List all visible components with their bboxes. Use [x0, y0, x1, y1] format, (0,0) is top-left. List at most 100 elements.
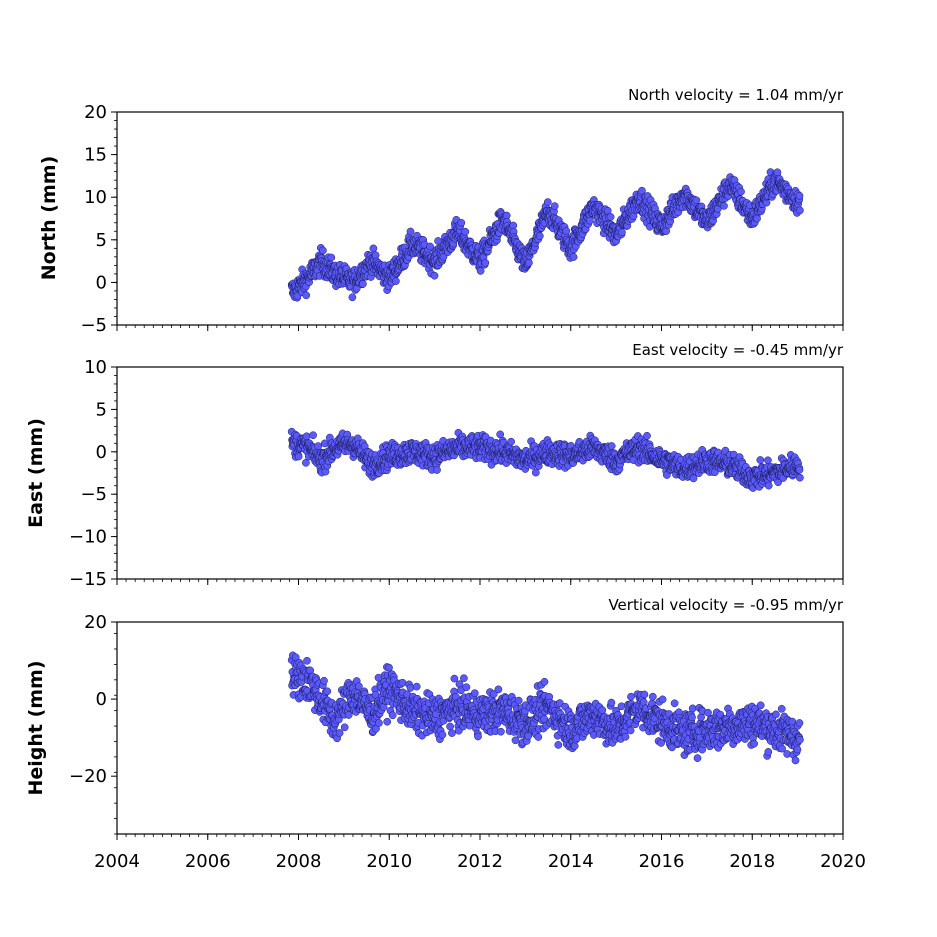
- scatter-point: [793, 745, 802, 754]
- scatter-point: [562, 227, 571, 235]
- scatter-point: [586, 216, 594, 225]
- scatter-point: [474, 732, 482, 741]
- y-tick-label: −15: [69, 569, 107, 590]
- scatter-point: [795, 465, 804, 474]
- y-tick-label: 15: [84, 145, 107, 166]
- scatter-point: [773, 168, 782, 177]
- scatter-point: [406, 227, 415, 236]
- scatter-point: [737, 187, 745, 196]
- y-tick-label: 5: [96, 230, 107, 251]
- scatter-point: [340, 723, 349, 732]
- scatter-point: [406, 683, 415, 692]
- scatter-point: [753, 214, 761, 223]
- scatter-point: [470, 689, 479, 698]
- height-x-ticks: [116, 834, 844, 840]
- scatter-point: [314, 442, 323, 450]
- scatter-point: [497, 727, 505, 736]
- scatter-point: [457, 218, 466, 227]
- scatter-point: [462, 683, 471, 692]
- scatter-point: [535, 232, 544, 240]
- scatter-point: [369, 244, 378, 253]
- scatter-point: [756, 701, 765, 710]
- y-tick-label: −20: [69, 766, 107, 787]
- height-axis-label: Height (mm): [25, 660, 47, 795]
- scatter-point: [550, 202, 559, 210]
- x-tick-label: 2004: [94, 851, 140, 872]
- y-tick-label: −5: [80, 315, 107, 336]
- scatter-point: [302, 432, 311, 441]
- north-axes-frame: [116, 111, 844, 326]
- scatter-point: [375, 719, 383, 727]
- scatter-point: [426, 242, 434, 251]
- scatter-point: [796, 473, 804, 482]
- scatter-point: [461, 227, 470, 236]
- scatter-point: [606, 213, 615, 221]
- scatter-point: [693, 754, 702, 762]
- height-y-ticks: −20 0 20: [69, 612, 117, 835]
- x-tick-label: 2008: [276, 851, 322, 872]
- scatter-point: [433, 466, 441, 474]
- scatter-point: [412, 682, 421, 691]
- x-tick-label: 2018: [729, 851, 775, 872]
- scatter-point: [371, 690, 380, 699]
- scatter-point: [791, 756, 800, 765]
- x-tick-label: 2016: [639, 851, 685, 872]
- scatter-point: [795, 719, 804, 727]
- y-tick-label: 0: [96, 442, 107, 463]
- east-y-ticks: −15 −10 −5 0 5 10: [69, 357, 117, 590]
- scatter-point: [446, 722, 454, 731]
- scatter-point: [796, 206, 804, 215]
- scatter-point: [355, 682, 363, 691]
- y-tick-label: −10: [69, 527, 107, 548]
- scatter-point: [688, 713, 696, 722]
- scatter-point: [502, 211, 511, 220]
- scatter-point: [511, 736, 520, 745]
- scatter-point: [514, 696, 523, 705]
- scatter-point: [607, 698, 616, 707]
- scatter-point: [448, 729, 456, 737]
- scatter-point: [392, 277, 400, 285]
- scatter-point: [438, 730, 447, 739]
- x-tick-label: 2006: [185, 851, 231, 872]
- scatter-point: [460, 674, 468, 683]
- scatter-point: [658, 695, 667, 704]
- scatter-point: [494, 685, 503, 694]
- north-panel: North velocity = 1.04 mm/yr North (mm) −…: [38, 86, 844, 336]
- scatter-point: [777, 704, 786, 713]
- scatter-point: [796, 735, 804, 744]
- scatter-point: [383, 717, 392, 726]
- scatter-point: [772, 710, 780, 719]
- north-scatter-points: [287, 168, 804, 302]
- y-tick-label: 10: [84, 357, 107, 378]
- north-axis-label: North (mm): [38, 156, 60, 281]
- scatter-point: [640, 690, 649, 699]
- scatter-point: [648, 692, 657, 701]
- y-tick-label: −5: [80, 484, 107, 505]
- x-tick-label: 2014: [548, 851, 594, 872]
- scatter-point: [598, 706, 607, 714]
- x-tick-label: 2020: [820, 851, 866, 872]
- scatter-point: [570, 742, 579, 750]
- shared-x-tick-labels: 2004 2006 2008 2010 2012 2014 2016 2018 2020: [94, 851, 866, 872]
- scatter-point: [320, 676, 328, 685]
- east-panel-title: East velocity = -0.45 mm/yr: [632, 341, 844, 359]
- height-panel: Vertical velocity = -0.95 mm/yr Height (…: [25, 596, 866, 872]
- scatter-point: [626, 726, 635, 735]
- y-tick-label: 0: [96, 689, 107, 710]
- x-tick-label: 2010: [366, 851, 412, 872]
- scatter-point: [303, 656, 311, 665]
- height-scatter-points: [287, 651, 804, 765]
- scatter-point: [764, 456, 772, 465]
- scatter-point: [617, 702, 626, 711]
- scatter-point: [335, 729, 344, 737]
- scatter-point: [385, 663, 393, 672]
- x-tick-label: 2012: [457, 851, 503, 872]
- scatter-point: [327, 253, 336, 262]
- scatter-point: [689, 474, 698, 483]
- east-x-ticks: [116, 579, 844, 585]
- scatter-point: [371, 251, 380, 260]
- scatter-point: [531, 468, 540, 477]
- scatter-point: [507, 437, 515, 446]
- scatter-point: [692, 196, 701, 205]
